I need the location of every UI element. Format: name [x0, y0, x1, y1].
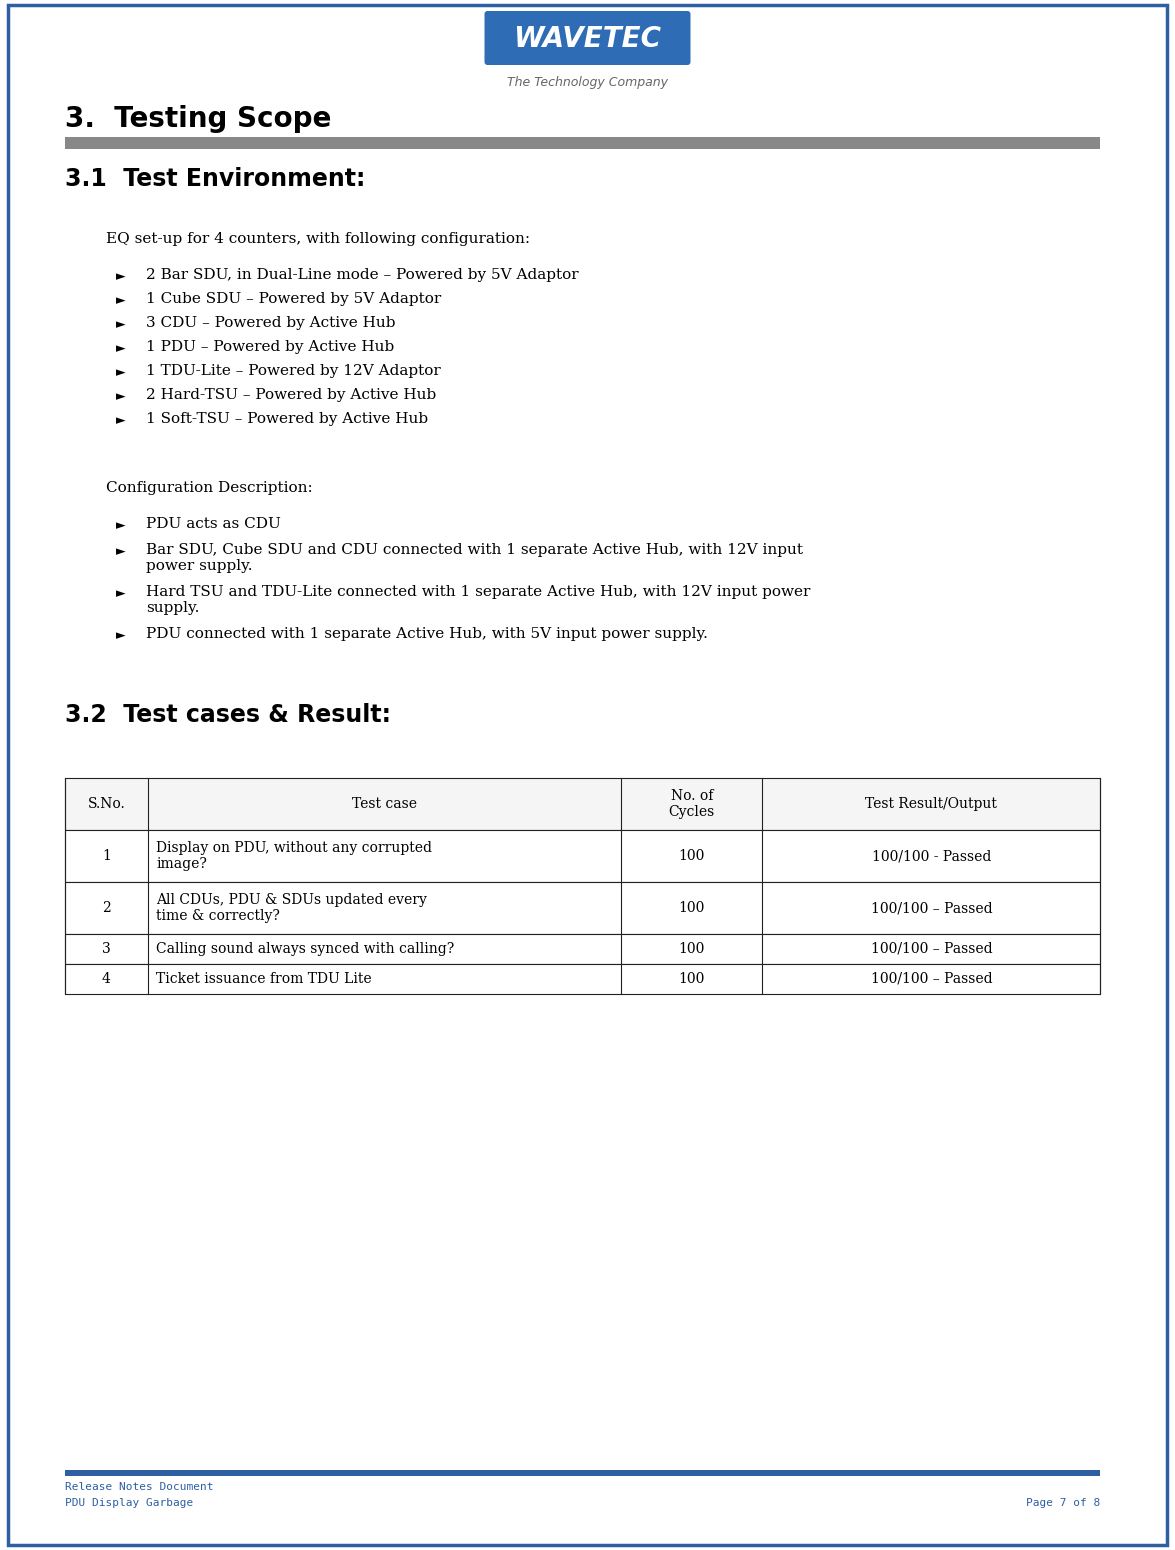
Text: 100/100 - Passed: 100/100 - Passed	[872, 849, 991, 863]
Bar	[65, 1469, 1100, 1476]
Text: Page 7 of 8: Page 7 of 8	[1026, 1497, 1100, 1508]
Text: ►: ►	[116, 629, 126, 642]
Text: PDU connected with 1 separate Active Hub, with 5V input power supply.: PDU connected with 1 separate Active Hub…	[146, 628, 707, 642]
Text: WAVETEC: WAVETEC	[513, 25, 662, 53]
Text: ►: ►	[116, 391, 126, 403]
Text: Test Result/Output: Test Result/Output	[865, 797, 998, 811]
Text: Calling sound always synced with calling?: Calling sound always synced with calling…	[156, 942, 455, 956]
Text: 1 Soft-TSU – Powered by Active Hub: 1 Soft-TSU – Powered by Active Hub	[146, 412, 428, 426]
Text: 1 TDU-Lite – Powered by 12V Adaptor: 1 TDU-Lite – Powered by 12V Adaptor	[146, 364, 441, 378]
Text: ►: ►	[116, 546, 126, 558]
Text: 100/100 – Passed: 100/100 – Passed	[871, 942, 992, 956]
Text: 100: 100	[679, 849, 705, 863]
Text: Hard TSU and TDU-Lite connected with 1 separate Active Hub, with 12V input power: Hard TSU and TDU-Lite connected with 1 s…	[146, 584, 810, 615]
Text: ►: ►	[116, 414, 126, 426]
Text: 3.1  Test Environment:: 3.1 Test Environment:	[65, 167, 365, 191]
Text: Test case: Test case	[352, 797, 417, 811]
Text: Release Notes Document: Release Notes Document	[65, 1482, 213, 1493]
Text: ►: ►	[116, 587, 126, 600]
Text: 1 Cube SDU – Powered by 5V Adaptor: 1 Cube SDU – Powered by 5V Adaptor	[146, 291, 441, 305]
Text: 3.2  Test cases & Result:: 3.2 Test cases & Result:	[65, 704, 390, 727]
Text: 4: 4	[102, 972, 110, 986]
Text: Display on PDU, without any corrupted
image?: Display on PDU, without any corrupted im…	[156, 842, 432, 871]
Bar	[65, 136, 1100, 149]
Text: 100/100 – Passed: 100/100 – Passed	[871, 972, 992, 986]
Text: ►: ►	[116, 519, 126, 532]
Text: Ticket issuance from TDU Lite: Ticket issuance from TDU Lite	[156, 972, 371, 986]
Text: 3 CDU – Powered by Active Hub: 3 CDU – Powered by Active Hub	[146, 316, 395, 330]
Text: 2 Hard-TSU – Powered by Active Hub: 2 Hard-TSU – Powered by Active Hub	[146, 388, 436, 401]
Text: 100: 100	[679, 901, 705, 914]
Text: 3.  Testing Scope: 3. Testing Scope	[65, 105, 331, 133]
Text: PDU acts as CDU: PDU acts as CDU	[146, 518, 281, 532]
Text: ►: ►	[116, 343, 126, 355]
Text: ►: ►	[116, 294, 126, 307]
Bar	[65, 882, 1100, 935]
Text: Configuration Description:: Configuration Description:	[106, 480, 313, 494]
Text: 100: 100	[679, 942, 705, 956]
Text: 100: 100	[679, 972, 705, 986]
Text: PDU Display Garbage: PDU Display Garbage	[65, 1497, 193, 1508]
Text: 100/100 – Passed: 100/100 – Passed	[871, 901, 992, 914]
Text: All CDUs, PDU & SDUs updated every
time & correctly?: All CDUs, PDU & SDUs updated every time …	[156, 893, 427, 924]
Bar	[65, 778, 1100, 829]
Text: ►: ►	[116, 270, 126, 284]
Text: 2: 2	[102, 901, 110, 914]
Text: ►: ►	[116, 366, 126, 380]
Text: 2 Bar SDU, in Dual-Line mode – Powered by 5V Adaptor: 2 Bar SDU, in Dual-Line mode – Powered b…	[146, 268, 578, 282]
Text: Bar SDU, Cube SDU and CDU connected with 1 separate Active Hub, with 12V input
p: Bar SDU, Cube SDU and CDU connected with…	[146, 542, 803, 574]
FancyBboxPatch shape	[484, 11, 691, 65]
Text: The Technology Company: The Technology Company	[506, 76, 669, 88]
Bar	[65, 935, 1100, 964]
Bar	[65, 829, 1100, 882]
Text: S.No.: S.No.	[87, 797, 126, 811]
Text: No. of
Cycles: No. of Cycles	[669, 789, 714, 818]
Text: 3: 3	[102, 942, 110, 956]
Text: ►: ►	[116, 318, 126, 332]
Text: 1: 1	[102, 849, 110, 863]
Text: 1 PDU – Powered by Active Hub: 1 PDU – Powered by Active Hub	[146, 339, 394, 353]
Text: EQ set-up for 4 counters, with following configuration:: EQ set-up for 4 counters, with following…	[106, 232, 530, 246]
Bar	[65, 964, 1100, 994]
